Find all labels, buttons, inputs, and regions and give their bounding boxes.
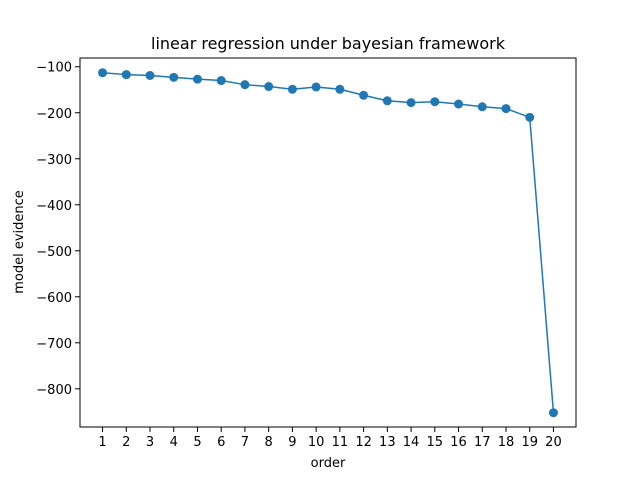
data-point [359,90,369,100]
x-tick-label: 17 [474,435,491,450]
data-point [98,68,108,78]
y-tick-label: −100 [36,61,72,76]
data-point [287,84,297,94]
data-point [169,72,179,82]
y-axis-label: model evidence [12,190,27,294]
data-point [382,96,392,106]
y-tick-label: −400 [36,199,72,214]
x-tick-label: 19 [521,435,538,450]
data-point [430,97,440,107]
x-tick-label: 18 [498,435,515,450]
y-tick-label: −300 [36,153,72,168]
data-point [548,408,558,418]
plot-area: 1 2 3 4 5 6 7 8 9 10 11 12 13 14 15 16 17 18 19 20−100−200−… [36,57,577,450]
x-axis-label: order [311,456,346,471]
y-tick-label: −800 [36,383,72,398]
x-tick-label: 5 [193,435,201,450]
x-tick-label: 6 [217,435,225,450]
data-point [525,112,535,122]
data-point [192,74,202,84]
data-point [335,84,345,94]
data-point [145,70,155,80]
chart-title: linear regression under bayesian framewo… [151,34,506,53]
x-tick-label: 9 [288,435,296,450]
y-tick-label: −700 [36,337,72,352]
data-point [264,82,274,92]
data-point [477,102,487,112]
x-tick-label: 2 [122,435,130,450]
x-tick-label: 13 [379,435,396,450]
x-tick-label: 10 [308,435,325,450]
x-tick-label: 7 [241,435,249,450]
y-tick-label: −600 [36,291,72,306]
axes-frame [79,57,577,428]
data-point [406,98,416,108]
data-point [311,82,321,92]
x-tick-label: 16 [450,435,467,450]
x-tick-label: 14 [403,435,420,450]
data-point [121,70,131,80]
x-tick-label: 20 [545,435,562,450]
x-tick-label: 1 [98,435,106,450]
data-point [240,80,250,90]
y-tick-label: −500 [36,245,72,260]
data-point [501,104,511,114]
data-point [454,99,464,109]
data-point [216,76,226,86]
x-tick-label: 15 [427,435,444,450]
x-tick-label: 12 [355,435,372,450]
x-tick-label: 8 [265,435,273,450]
x-tick-label: 11 [332,435,349,450]
x-tick-label: 4 [170,435,178,450]
x-tick-label: 3 [146,435,154,450]
y-tick-label: −200 [36,107,72,122]
